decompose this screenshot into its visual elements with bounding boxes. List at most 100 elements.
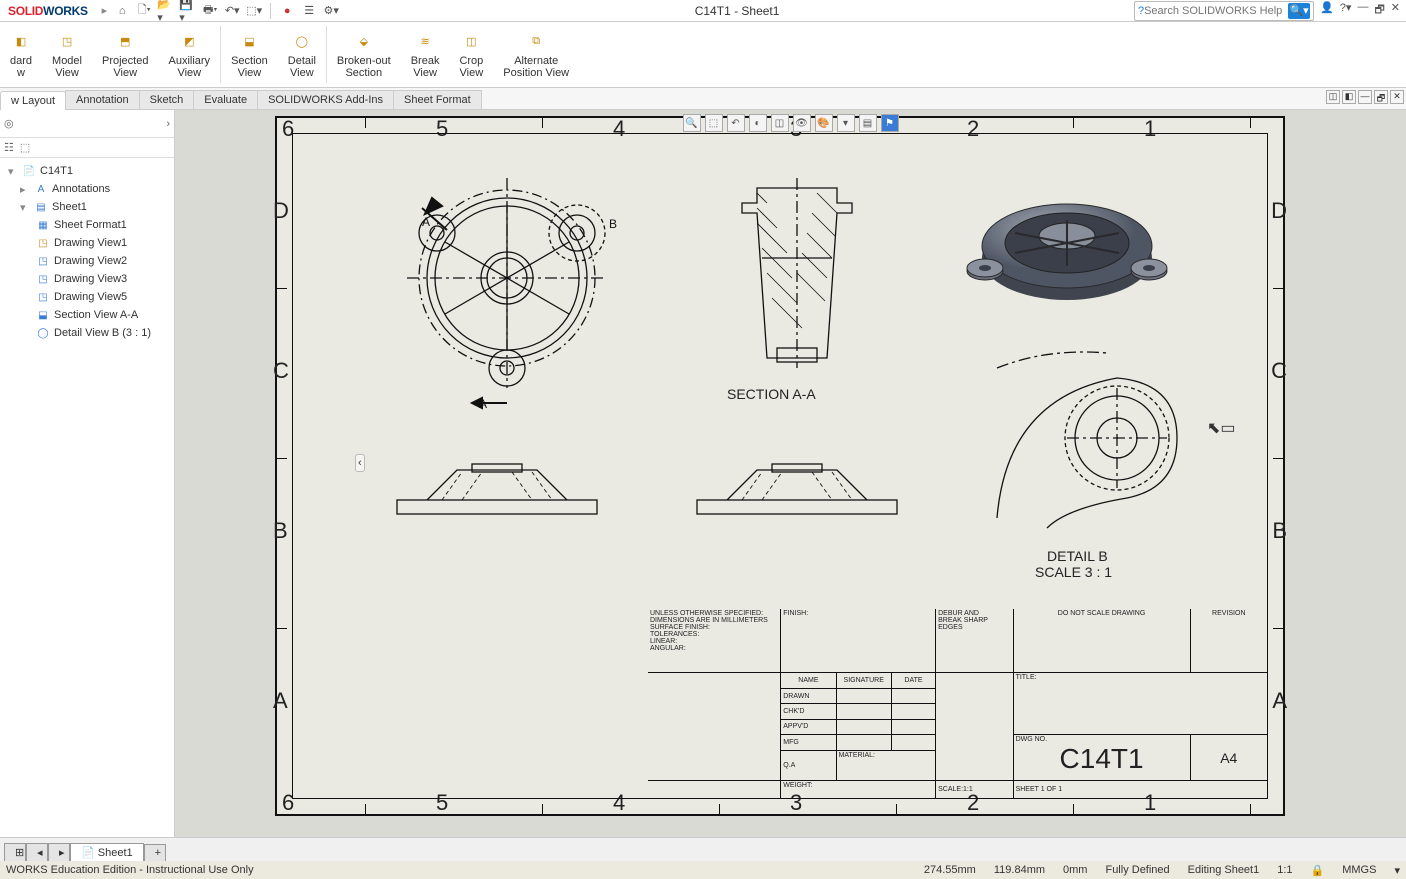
drawing-view-section[interactable] xyxy=(697,158,897,398)
status-scale[interactable]: 1:1 xyxy=(1277,864,1292,876)
hu-area-icon[interactable]: ⬚ xyxy=(705,114,723,132)
tab-evaluate[interactable]: Evaluate xyxy=(193,90,258,109)
svg-text:A: A xyxy=(479,397,487,411)
chevron-right-icon[interactable]: › xyxy=(166,118,170,130)
open-icon[interactable]: 📂▾ xyxy=(157,2,175,20)
tree-drawing-view5[interactable]: ◳Drawing View5 xyxy=(4,288,170,306)
tb-h-date: DATE xyxy=(891,673,935,688)
zone-row-c-right: C xyxy=(1271,358,1287,384)
hu-section-icon[interactable]: ◐ xyxy=(749,114,767,132)
hu-flag-icon[interactable]: ⚑ xyxy=(881,114,899,132)
user-icon[interactable]: 👤 xyxy=(1320,1,1334,20)
sheet-tab-add[interactable]: + xyxy=(144,844,166,861)
select-icon[interactable]: ⬚▾ xyxy=(245,2,263,20)
hu-display-icon[interactable]: ◫ xyxy=(771,114,789,132)
ribbon-section-view[interactable]: ⬓Section View xyxy=(221,22,278,87)
sheet-tab-prev[interactable]: ◂ xyxy=(26,843,48,861)
drawing-view-side1[interactable] xyxy=(387,458,607,528)
undo-icon[interactable]: ↶▾ xyxy=(223,2,241,20)
rebuild-icon[interactable]: ● xyxy=(278,2,296,20)
chevron-right-icon[interactable]: ▸ xyxy=(96,4,114,17)
drawing-view-detail[interactable] xyxy=(977,338,1197,538)
hu-scene-icon[interactable]: ▾ xyxy=(837,114,855,132)
drawing-view-side2[interactable] xyxy=(687,458,907,528)
search-box[interactable]: ? 🔍▾ xyxy=(1134,1,1314,21)
title-block[interactable]: UNLESS OTHERWISE SPECIFIED: DIMENSIONS A… xyxy=(648,609,1268,799)
ribbon-brokenout-section[interactable]: ⬙Broken-out Section xyxy=(327,22,401,87)
hu-prev-icon[interactable]: ↶ xyxy=(727,114,745,132)
tb-size: A4 xyxy=(1190,735,1267,781)
tb-unless: UNLESS OTHERWISE SPECIFIED: DIMENSIONS A… xyxy=(648,609,781,673)
tb-finish: FINISH: xyxy=(781,609,936,673)
titlebar: SOLIDWORKS ▸ ⌂ 🗋▾ 📂▾ 💾▾ 🖶▾ ↶▾ ⬚▾ ● ☰ ⚙▾ … xyxy=(0,0,1406,22)
tree-drawing-view3[interactable]: ◳Drawing View3 xyxy=(4,270,170,288)
panel-btn-4[interactable]: 🗗 xyxy=(1374,90,1388,104)
zone-row-c-left: C xyxy=(273,358,289,384)
help-menu-icon[interactable]: ?▾ xyxy=(1340,1,1352,20)
ribbon-model-view[interactable]: ◳Model View xyxy=(42,22,92,87)
fm-tree-tab-icon[interactable]: ☷ xyxy=(4,141,14,154)
panel-btn-3[interactable]: — xyxy=(1358,90,1372,104)
options-icon[interactable]: ☰ xyxy=(300,2,318,20)
tree-sheet-format[interactable]: ▦Sheet Format1 xyxy=(4,216,170,234)
drawing-view-isometric[interactable] xyxy=(957,158,1177,338)
ribbon-crop-view[interactable]: ◫Crop View xyxy=(449,22,493,87)
search-input[interactable] xyxy=(1144,5,1284,17)
fm-config-tab-icon[interactable]: ⬚ xyxy=(20,141,30,154)
status-menu-icon[interactable]: ▾ xyxy=(1394,864,1400,877)
ribbon-break-view[interactable]: ≋Break View xyxy=(401,22,450,87)
fm-tab-icon[interactable]: ◎ xyxy=(4,117,14,130)
ribbon-standard-view[interactable]: ◧dard w xyxy=(0,22,42,87)
status-editing: Editing Sheet1 xyxy=(1188,864,1260,876)
graphics-area[interactable]: 🔍 ⬚ ↶ ◐ ◫ 👁 🎨 ▾ ▤ ⚑ ‹ 6 5 4 3 2 1 6 5 4 … xyxy=(175,110,1406,837)
ribbon-projected-view[interactable]: ⬒Projected View xyxy=(92,22,158,87)
tb-material: MATERIAL: xyxy=(836,750,936,781)
hu-view-icon[interactable]: ▤ xyxy=(859,114,877,132)
ribbon-alternate-position-view[interactable]: ⧉Alternate Position View xyxy=(493,22,579,87)
hu-zoom-icon[interactable]: 🔍 xyxy=(683,114,701,132)
status-x: 274.55mm xyxy=(924,864,976,876)
panel-btn-5[interactable]: ✕ xyxy=(1390,90,1404,104)
tree-drawing-view2[interactable]: ◳Drawing View2 xyxy=(4,252,170,270)
section-label: SECTION A-A xyxy=(727,386,816,402)
status-units[interactable]: MMGS xyxy=(1342,864,1376,876)
sheet-tab-nav[interactable]: ⊞ xyxy=(4,843,26,861)
hu-hide-icon[interactable]: 👁 xyxy=(793,114,811,132)
minimize-icon[interactable]: — xyxy=(1357,1,1368,20)
tab-sheet-format[interactable]: Sheet Format xyxy=(393,90,482,109)
lock-icon[interactable]: 🔒 xyxy=(1311,864,1325,877)
close-icon[interactable]: ✕ xyxy=(1391,1,1400,20)
tree-annotations[interactable]: ▸AAnnotations xyxy=(4,180,170,198)
svg-text:B: B xyxy=(609,217,617,231)
tab-view-layout[interactable]: w Layout xyxy=(0,91,66,110)
panel-btn-1[interactable]: ◫ xyxy=(1326,90,1340,104)
cursor-icon: ⬉▭ xyxy=(1207,418,1236,438)
task-pane-flyout[interactable]: ‹ xyxy=(355,454,365,472)
home-icon[interactable]: ⌂ xyxy=(113,2,131,20)
tree-section-view[interactable]: ⬓Section View A-A xyxy=(4,306,170,324)
search-button[interactable]: 🔍▾ xyxy=(1288,3,1310,19)
svg-text:A: A xyxy=(422,215,430,229)
drawing-view-top[interactable]: A A B xyxy=(377,158,637,418)
sheet-tab-sheet1[interactable]: 📄 Sheet1 xyxy=(70,843,144,861)
ribbon-auxiliary-view[interactable]: ◩Auxiliary View xyxy=(158,22,220,87)
tree-sheet1[interactable]: ▾▤Sheet1 xyxy=(4,198,170,216)
tab-sketch[interactable]: Sketch xyxy=(139,90,195,109)
restore-icon[interactable]: 🗗 xyxy=(1374,1,1384,20)
panel-tab-strip: ☷ ⬚ xyxy=(0,138,174,158)
tree-detail-view[interactable]: ◯Detail View B (3 : 1) xyxy=(4,324,170,342)
tree-drawing-view1[interactable]: ◳Drawing View1 xyxy=(4,234,170,252)
drawing-sheet[interactable]: 6 5 4 3 2 1 6 5 4 3 2 1 D C B A D C B A xyxy=(275,116,1285,816)
sheet-tab-next[interactable]: ▸ xyxy=(48,843,70,861)
ribbon-detail-view[interactable]: ◯Detail View xyxy=(278,22,326,87)
new-icon[interactable]: 🗋▾ xyxy=(135,2,153,20)
gear-icon[interactable]: ⚙▾ xyxy=(322,2,340,20)
tb-qa: Q.A xyxy=(781,750,836,781)
hu-appear-icon[interactable]: 🎨 xyxy=(815,114,833,132)
tab-addins[interactable]: SOLIDWORKS Add-Ins xyxy=(257,90,394,109)
save-icon[interactable]: 💾▾ xyxy=(179,2,197,20)
tab-annotation[interactable]: Annotation xyxy=(65,90,140,109)
tree-root[interactable]: ▾📄C14T1 xyxy=(4,162,170,180)
print-icon[interactable]: 🖶▾ xyxy=(201,2,219,20)
panel-btn-2[interactable]: ◧ xyxy=(1342,90,1356,104)
